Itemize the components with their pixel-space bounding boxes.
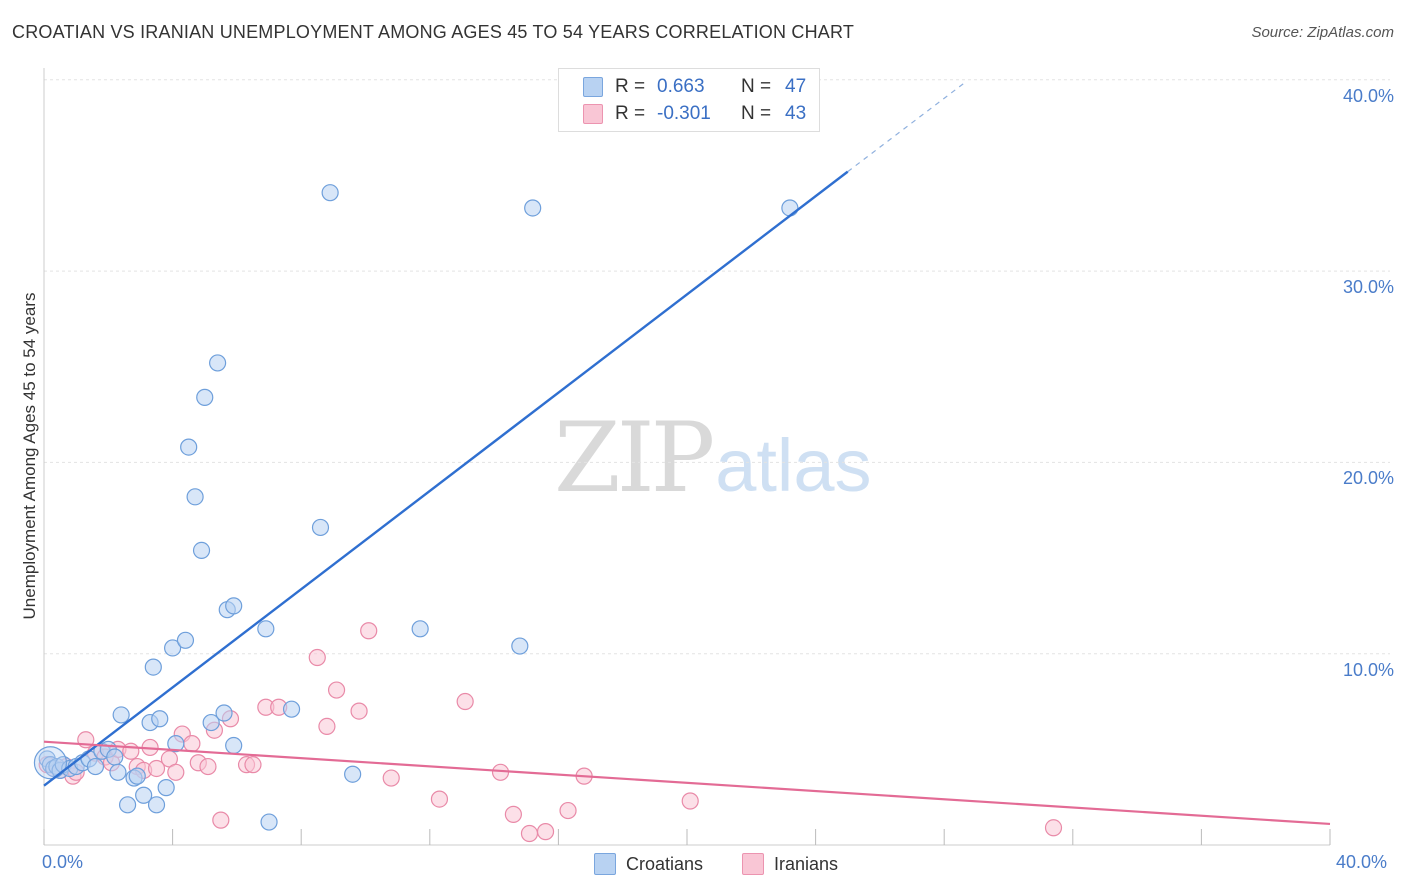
croatians-point (164, 639, 182, 657)
croatians-trend-extension (847, 83, 964, 173)
stats-row-croatians: R = 0.663 N = 47 (583, 75, 806, 99)
r-label: R = (615, 103, 646, 124)
iranians-point (183, 735, 201, 753)
r-value: -0.301 (657, 103, 711, 124)
r-value: 0.663 (657, 76, 705, 97)
croatians-point (215, 704, 233, 722)
croatians-point (176, 631, 195, 649)
croatians-point (192, 541, 211, 559)
croatians-point (282, 700, 301, 718)
croatians-point (511, 637, 529, 655)
y-tick-label-30: 30.0% (1342, 277, 1394, 297)
croatians-point (225, 736, 243, 755)
iranians-point (122, 742, 140, 760)
n-label: N = (741, 103, 772, 124)
croatians-point (135, 786, 153, 804)
croatians-point (781, 199, 799, 217)
iranians-point (350, 702, 368, 720)
iranians-swatch (583, 104, 603, 124)
croatians-point (144, 658, 162, 676)
iranians-point (456, 692, 474, 711)
croatians-point (321, 184, 339, 202)
croatians-point (106, 748, 124, 766)
n-value: 43 (785, 103, 807, 124)
iranians-legend-swatch (742, 853, 764, 875)
iranians-legend-label: Iranians (774, 853, 839, 874)
iranians-point (382, 769, 400, 787)
croatians-point (151, 710, 169, 728)
croatians-legend-label: Croatians (626, 853, 704, 874)
croatians-point (344, 765, 362, 783)
iranians-point (430, 790, 449, 808)
croatians-point (167, 735, 185, 753)
croatians-legend-swatch (594, 853, 616, 875)
stats-row-iranians: R = -0.301 N = 43 (583, 102, 806, 126)
iranians-point (212, 811, 230, 829)
y-tick-label-20: 20.0% (1342, 468, 1394, 488)
croatians-point (311, 518, 330, 537)
croatians-point (186, 488, 204, 506)
n-label: N = (741, 76, 772, 97)
croatians-point (411, 620, 429, 638)
x-tick-label-min: 0.0% (42, 852, 84, 872)
iranians-point (199, 757, 217, 776)
iranians-point (681, 792, 699, 810)
iranians-point (244, 756, 262, 774)
y-tick-label-40: 40.0% (1342, 86, 1394, 106)
iranians-trend-line (43, 740, 1331, 826)
croatians-point (225, 597, 243, 615)
croatians-cluster-point (33, 746, 68, 780)
croatians-point (128, 767, 146, 785)
croatians-point (257, 620, 275, 638)
y-axis-label: Unemployment Among Ages 45 to 54 years (20, 292, 39, 620)
iranians-point (167, 763, 185, 781)
croatians-point (118, 796, 137, 814)
croatians-point (209, 354, 227, 372)
chart-source: Source: ZipAtlas.com (1251, 24, 1394, 41)
iranians-point (520, 824, 539, 843)
legend-item-iranians[interactable]: Iranians (742, 852, 838, 876)
iranians-point (318, 717, 336, 735)
croatians-point (202, 713, 220, 732)
croatians-point (260, 813, 278, 831)
croatians-point (524, 199, 542, 217)
croatians-point (86, 757, 105, 776)
iranians-point (559, 801, 577, 820)
croatians-point (109, 763, 127, 781)
croatians-point (157, 779, 175, 797)
correlation-stats-box: R = 0.663 N = 47 R = -0.301 N = 43 (558, 68, 820, 132)
iranians-point (536, 823, 555, 841)
iranians-point (1044, 819, 1063, 837)
y-tick-label-10: 10.0% (1342, 660, 1394, 680)
iranians-point (504, 805, 522, 823)
croatians-point (196, 388, 214, 406)
x-tick-label-max: 40.0% (1336, 852, 1388, 872)
croatians-point (112, 706, 130, 724)
croatians-swatch (583, 77, 603, 97)
iranians-point (360, 622, 378, 640)
r-label: R = (615, 76, 646, 97)
iranians-point (327, 681, 346, 699)
n-value: 47 (785, 76, 807, 97)
croatians-point (147, 796, 166, 814)
iranians-point (308, 648, 326, 667)
croatians-trend-line (43, 170, 849, 787)
croatians-point (180, 438, 198, 456)
chart-title: CROATIAN VS IRANIAN UNEMPLOYMENT AMONG A… (12, 22, 855, 42)
iranians-point (147, 759, 166, 778)
legend-item-croatians[interactable]: Croatians (594, 852, 703, 876)
